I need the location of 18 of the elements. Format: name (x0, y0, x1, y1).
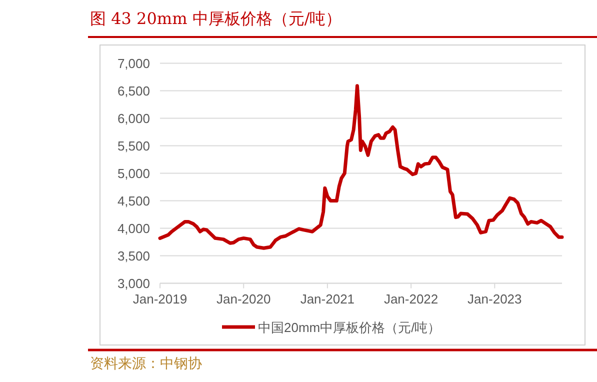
legend-label: 中国20mm中厚板价格（元/吨） (258, 320, 441, 335)
y-tick-label: 4,500 (117, 193, 150, 208)
chart-title: 图 43 20mm 中厚板价格（元/吨） (90, 9, 342, 28)
y-tick-label: 5,500 (117, 138, 150, 154)
y-tick-label: 7,000 (117, 56, 150, 71)
x-tick-label: Jan-2022 (384, 291, 438, 306)
x-tick-label: Jan-2023 (468, 291, 522, 306)
y-tick-label: 3,500 (117, 248, 150, 264)
x-tick-label: Jan-2020 (216, 291, 271, 306)
y-tick-label: 3,000 (117, 276, 150, 291)
y-tick-label: 6,500 (117, 83, 150, 98)
x-tick-label: Jan-2021 (300, 291, 355, 306)
y-tick-label: 4,000 (117, 220, 150, 236)
x-tick-label: Jan-2019 (132, 291, 188, 306)
y-tick-label: 5,000 (117, 166, 150, 181)
text: 资料来源：中钢协 (90, 356, 202, 372)
line-series (158, 84, 564, 250)
y-tick-label: 6,000 (117, 110, 150, 126)
